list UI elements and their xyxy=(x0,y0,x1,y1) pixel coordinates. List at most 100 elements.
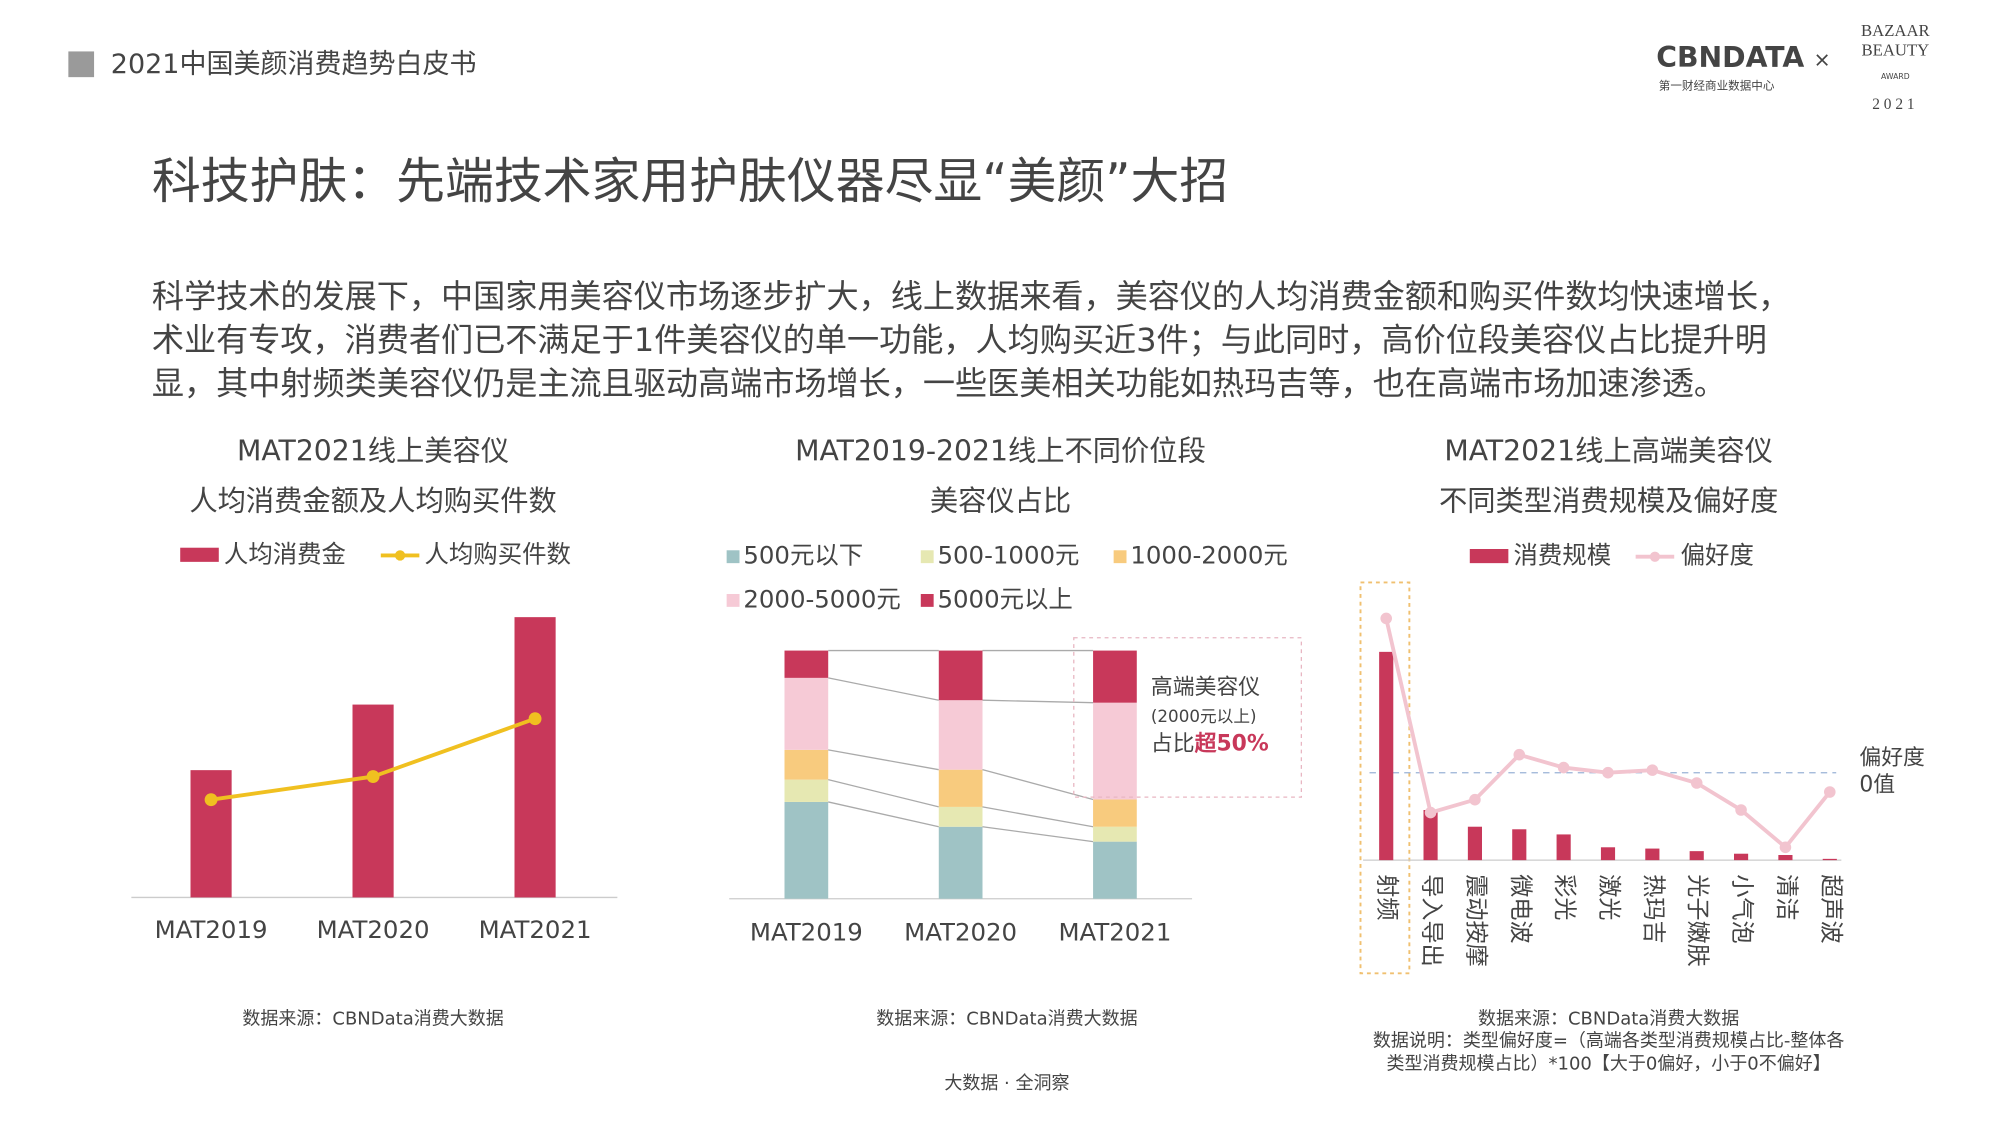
award: BEAUTY xyxy=(1861,40,1929,59)
highlight-box xyxy=(1359,581,1411,975)
x-tick-label: MAT2021 xyxy=(479,915,592,944)
x-tick-label: 光子嫩肤 xyxy=(1684,874,1710,967)
x-tick-label: 震动按摩 xyxy=(1462,874,1488,967)
bar xyxy=(1467,826,1482,861)
bar xyxy=(1778,855,1793,861)
bar-segment xyxy=(784,677,829,750)
bar xyxy=(514,617,556,898)
chart-title: 美容仪占比 xyxy=(930,485,1071,518)
x-tick-label: 彩光 xyxy=(1551,874,1577,920)
bar-segment xyxy=(1093,650,1137,703)
legend-swatch xyxy=(180,547,219,562)
connector xyxy=(828,801,939,828)
bar-segment xyxy=(784,779,829,802)
bar-segment xyxy=(1093,841,1137,899)
x-tick-label: MAT2020 xyxy=(317,915,430,944)
x-tick-label: MAT2019 xyxy=(750,917,863,946)
x-tick-label: 热玛吉 xyxy=(1640,874,1666,943)
legend-swatch xyxy=(726,550,740,564)
legend-swatch xyxy=(920,594,934,607)
report-name: 2021中国美颜消费趋势白皮书 xyxy=(111,49,477,80)
chart-title: MAT2019-2021线上不同价位段 xyxy=(795,435,1206,468)
legend-swatch xyxy=(726,594,740,607)
bar-segment xyxy=(1093,799,1137,827)
bar-segment xyxy=(938,769,983,807)
bar-segment xyxy=(938,700,983,770)
bar-segment xyxy=(938,826,983,899)
bar-segment xyxy=(1093,702,1137,800)
line-point xyxy=(366,770,380,783)
paragraph-line: 术业有专攻，消费者们已不满足于1件美容仪的单一功能，人均购买近3件；与此同时，高… xyxy=(152,321,1767,359)
line-point xyxy=(1557,761,1570,774)
source: 数据来源：CBNData消费大数据 xyxy=(242,1009,503,1030)
x-tick-label: 微电波 xyxy=(1507,874,1533,943)
connector xyxy=(982,806,1094,828)
annotation-part: 占比 xyxy=(1151,731,1195,756)
x-tick-label: 小气泡 xyxy=(1729,874,1755,943)
bar xyxy=(1423,810,1438,861)
connector xyxy=(828,778,939,808)
bar-segment xyxy=(784,749,829,780)
x-tick-label: 清洁 xyxy=(1773,874,1799,920)
x-tick-label: MAT2019 xyxy=(155,915,268,944)
bar xyxy=(1600,847,1616,861)
legend-label: 500-1000元 xyxy=(938,541,1080,570)
annotation-part: 超50% xyxy=(1195,731,1269,756)
cross: × xyxy=(1813,47,1830,71)
legend-label: 偏好度 xyxy=(1681,541,1754,570)
award: 2021 xyxy=(1872,96,1918,113)
chart-title: MAT2021线上高端美容仪 xyxy=(1444,435,1773,468)
x-tick-label: MAT2020 xyxy=(904,917,1017,946)
logo: CBNDATA xyxy=(1656,41,1804,74)
source: 数据说明：类型偏好度=（高端各类型消费规模占比-整体各 xyxy=(1373,1030,1845,1051)
line-point xyxy=(1424,806,1437,819)
legend-label: 500元以下 xyxy=(743,541,863,570)
x-tick-label: MAT2021 xyxy=(1058,917,1171,946)
legend-label: 1000-2000元 xyxy=(1130,541,1287,570)
legend-label: 2000-5000元 xyxy=(743,584,900,613)
source: 数据来源：CBNData消费大数据 xyxy=(876,1009,1137,1030)
bar xyxy=(190,770,232,898)
line-point xyxy=(1690,777,1703,789)
bar xyxy=(1822,858,1837,861)
chart-title: 人均消费金额及人均购买件数 xyxy=(189,485,556,518)
line-point xyxy=(1469,793,1481,806)
bar xyxy=(1379,651,1394,861)
annotation: 高端美容仪 xyxy=(1151,675,1260,700)
line-point xyxy=(1735,804,1747,816)
bar-segment xyxy=(784,801,829,899)
source: 类型消费规模占比）*100【大于0偏好，小于0不偏好】 xyxy=(1387,1054,1831,1075)
logo-sub: 第一财经商业数据中心 xyxy=(1659,79,1775,93)
connector xyxy=(828,677,939,701)
annotation: 偏好度 xyxy=(1859,746,1925,771)
legend-label: 人均购买件数 xyxy=(425,539,571,568)
annotation-box xyxy=(1073,637,1302,798)
legend-label: 消费规模 xyxy=(1514,541,1612,570)
x-tick-label: 导入导出 xyxy=(1418,874,1444,967)
bar xyxy=(1689,851,1704,861)
line-point xyxy=(1513,748,1526,761)
bar xyxy=(1734,853,1749,861)
bar-segment xyxy=(938,806,983,827)
line-point xyxy=(1646,764,1659,776)
connector xyxy=(982,699,1094,704)
award: BAZAAR xyxy=(1861,21,1931,40)
slide-title: 科技护肤：先端技术家用护肤仪器尽显“美颜”大招 xyxy=(152,153,1228,210)
bar xyxy=(352,704,394,898)
chart-title: MAT2021线上美容仪 xyxy=(237,435,509,468)
bar-segment xyxy=(1093,826,1137,842)
connector xyxy=(828,749,939,771)
line-point xyxy=(1824,786,1836,798)
legend-label: 5000元以上 xyxy=(938,584,1073,613)
legend-marker xyxy=(394,550,406,561)
legend-label: 人均消费金 xyxy=(224,539,346,568)
x-tick-label: 超声波 xyxy=(1817,874,1843,943)
line-point xyxy=(528,712,542,726)
line-point xyxy=(1380,612,1392,625)
x-tick-label: 激光 xyxy=(1596,874,1622,920)
annotation: (2000元以上) xyxy=(1151,706,1257,726)
paragraph-line: 显，其中射频类美容仪仍是主流且驱动高端市场增长，一些医美相关功能如热玛吉等，也在… xyxy=(152,365,1726,403)
footer: 大数据 · 全洞察 xyxy=(944,1073,1069,1094)
header-square xyxy=(68,51,95,78)
